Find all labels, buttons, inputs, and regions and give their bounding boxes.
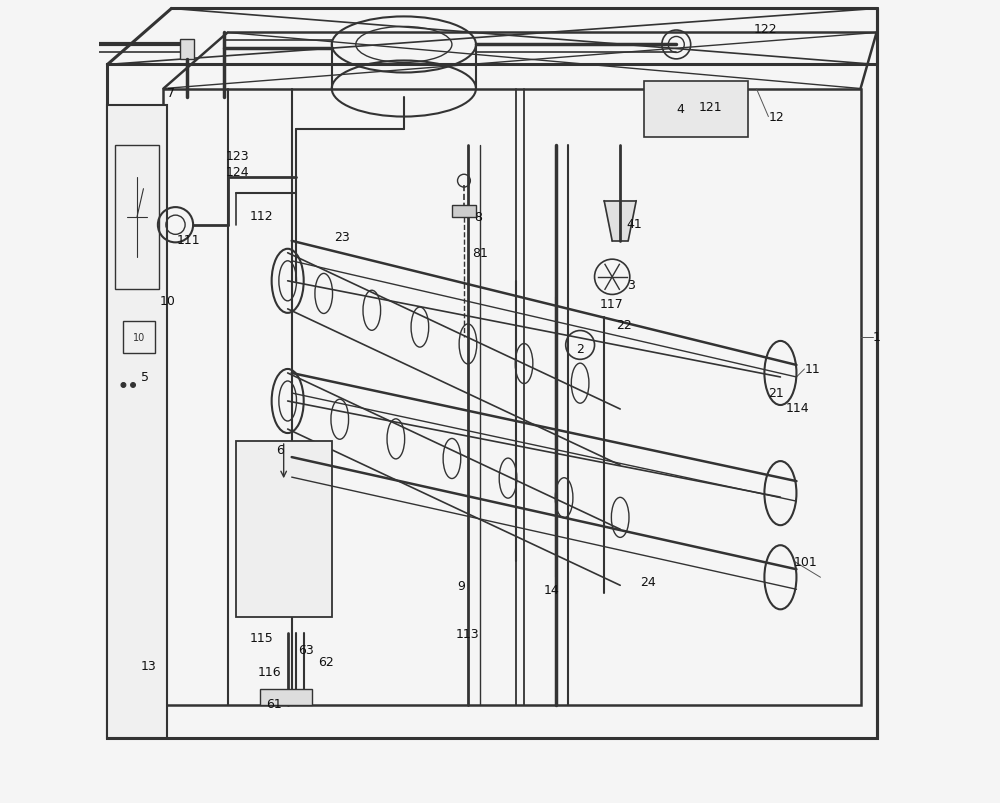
- Text: 113: 113: [456, 627, 480, 640]
- Text: 8: 8: [474, 211, 482, 224]
- Text: 2: 2: [576, 343, 584, 356]
- Text: 24: 24: [640, 575, 656, 588]
- Text: 7: 7: [167, 87, 175, 100]
- Text: 4: 4: [676, 103, 684, 116]
- Polygon shape: [604, 202, 636, 242]
- Bar: [115, 145, 159, 289]
- Text: 61: 61: [266, 698, 282, 711]
- Text: 121: 121: [699, 101, 722, 114]
- Text: 124: 124: [226, 165, 250, 178]
- Text: 111: 111: [176, 234, 200, 247]
- Text: 11: 11: [804, 363, 820, 376]
- Text: 41: 41: [627, 218, 642, 230]
- Text: 14: 14: [544, 583, 560, 596]
- Text: 9: 9: [458, 579, 465, 592]
- Bar: [644, 81, 748, 137]
- Bar: [107, 65, 877, 738]
- Bar: [123, 321, 155, 353]
- Text: 5: 5: [141, 371, 149, 384]
- Bar: [260, 690, 312, 706]
- Text: 101: 101: [794, 555, 818, 568]
- Text: 81: 81: [472, 247, 488, 260]
- Text: 10: 10: [133, 332, 146, 342]
- Circle shape: [121, 383, 126, 388]
- Bar: [107, 105, 167, 738]
- Text: 112: 112: [249, 210, 273, 222]
- Bar: [180, 40, 194, 59]
- Bar: [236, 442, 332, 618]
- Text: 22: 22: [616, 319, 632, 332]
- Text: 62: 62: [318, 655, 334, 668]
- Text: 123: 123: [226, 149, 250, 162]
- Text: 6: 6: [276, 443, 284, 456]
- Text: 13: 13: [141, 659, 157, 672]
- Text: 1: 1: [873, 331, 880, 344]
- Text: 116: 116: [257, 666, 281, 679]
- Text: 115: 115: [249, 631, 273, 644]
- Bar: [452, 206, 476, 218]
- Text: 3: 3: [627, 279, 634, 292]
- Circle shape: [131, 383, 135, 388]
- Text: 63: 63: [298, 643, 314, 656]
- Text: 21: 21: [768, 387, 784, 400]
- Text: 122: 122: [754, 23, 778, 36]
- Text: 10: 10: [159, 295, 175, 308]
- Text: 117: 117: [600, 297, 624, 311]
- Text: 12: 12: [768, 111, 784, 124]
- Bar: [163, 89, 861, 706]
- Text: 114: 114: [786, 402, 810, 414]
- Text: 23: 23: [334, 231, 350, 244]
